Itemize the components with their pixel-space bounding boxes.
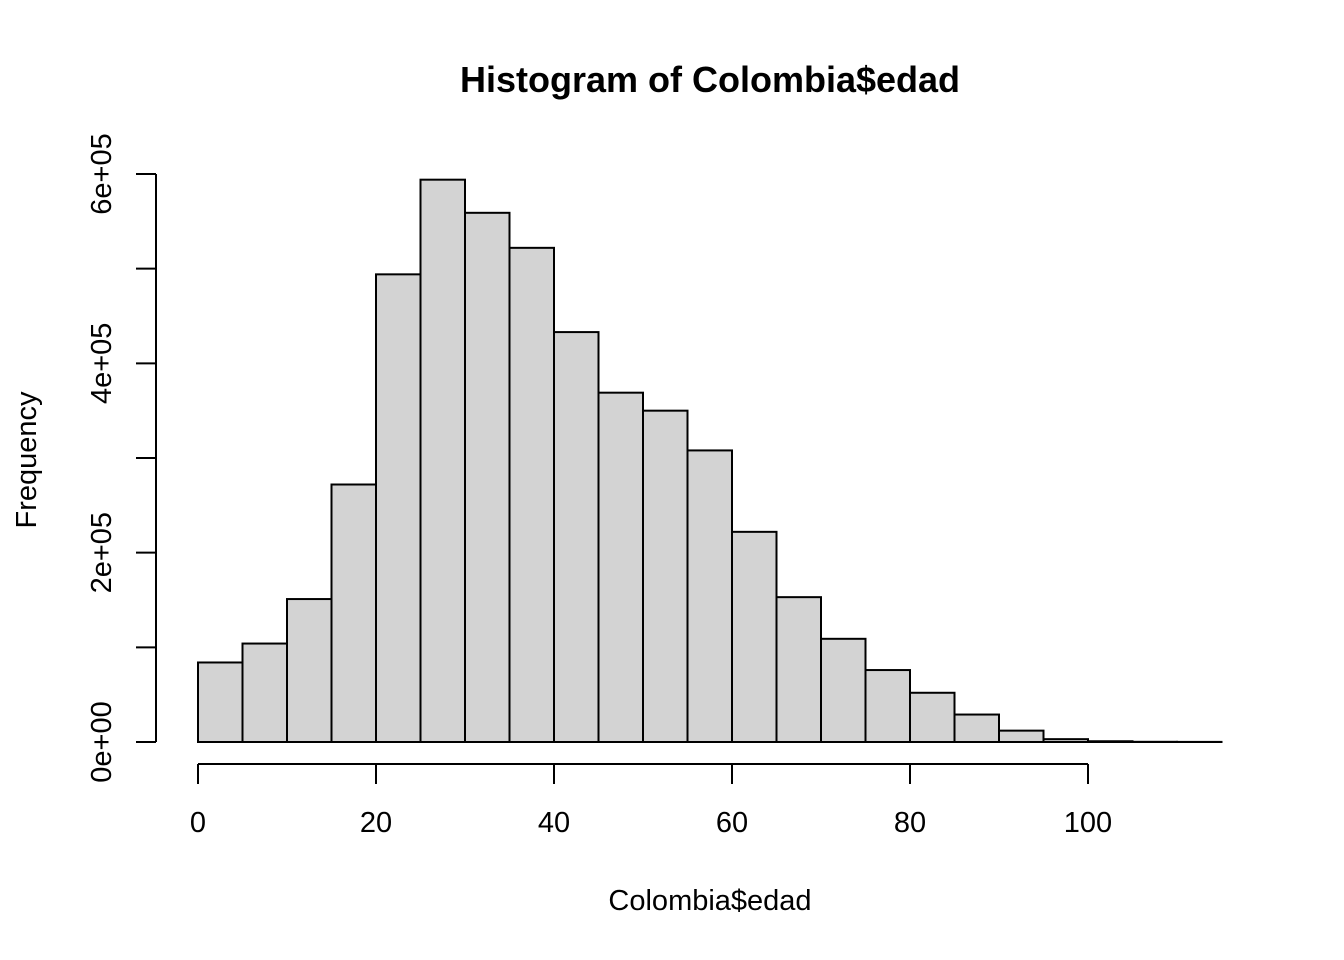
histogram-bar [820, 637, 867, 744]
x-tick-label: 0 [190, 807, 206, 839]
histogram-bar [909, 691, 956, 743]
x-tick-label: 80 [894, 807, 926, 839]
x-tick-label: 40 [538, 807, 570, 839]
y-axis: 0e+00 2e+05 4e+05 6e+05 [86, 133, 157, 783]
histogram-bars [197, 178, 1223, 744]
histogram-bar [553, 331, 600, 743]
histogram-bar [419, 178, 466, 743]
x-tick-label: 100 [1064, 807, 1112, 839]
y-tick-label: 4e+05 [86, 323, 118, 404]
histogram-bar [197, 661, 244, 743]
histogram-bar [642, 409, 689, 743]
histogram-bar [998, 729, 1045, 744]
x-axis-title: Colombia$edad [608, 885, 811, 917]
histogram-bar [953, 713, 1000, 744]
histogram-bar [330, 483, 377, 743]
x-tick-label: 60 [716, 807, 748, 839]
x-axis: 0 20 40 60 80 100 [190, 763, 1112, 839]
histogram-bar [686, 449, 733, 743]
y-tick-label: 2e+05 [86, 512, 118, 593]
y-axis-title: Frequency [11, 391, 43, 529]
histogram-bar [286, 598, 333, 744]
histogram-bar [241, 642, 288, 744]
histogram-bar [375, 273, 422, 743]
x-tick-label: 20 [360, 807, 392, 839]
chart-title: Histogram of Colombia$edad [460, 59, 960, 100]
histogram-bar [864, 669, 911, 744]
y-tick-label: 0e+00 [86, 701, 118, 782]
y-tick-label: 6e+05 [86, 133, 118, 214]
histogram-bar [597, 391, 644, 743]
histogram-bar [731, 530, 778, 744]
histogram-bar [464, 211, 511, 743]
histogram-bar [508, 246, 555, 743]
histogram-bar [775, 596, 822, 743]
